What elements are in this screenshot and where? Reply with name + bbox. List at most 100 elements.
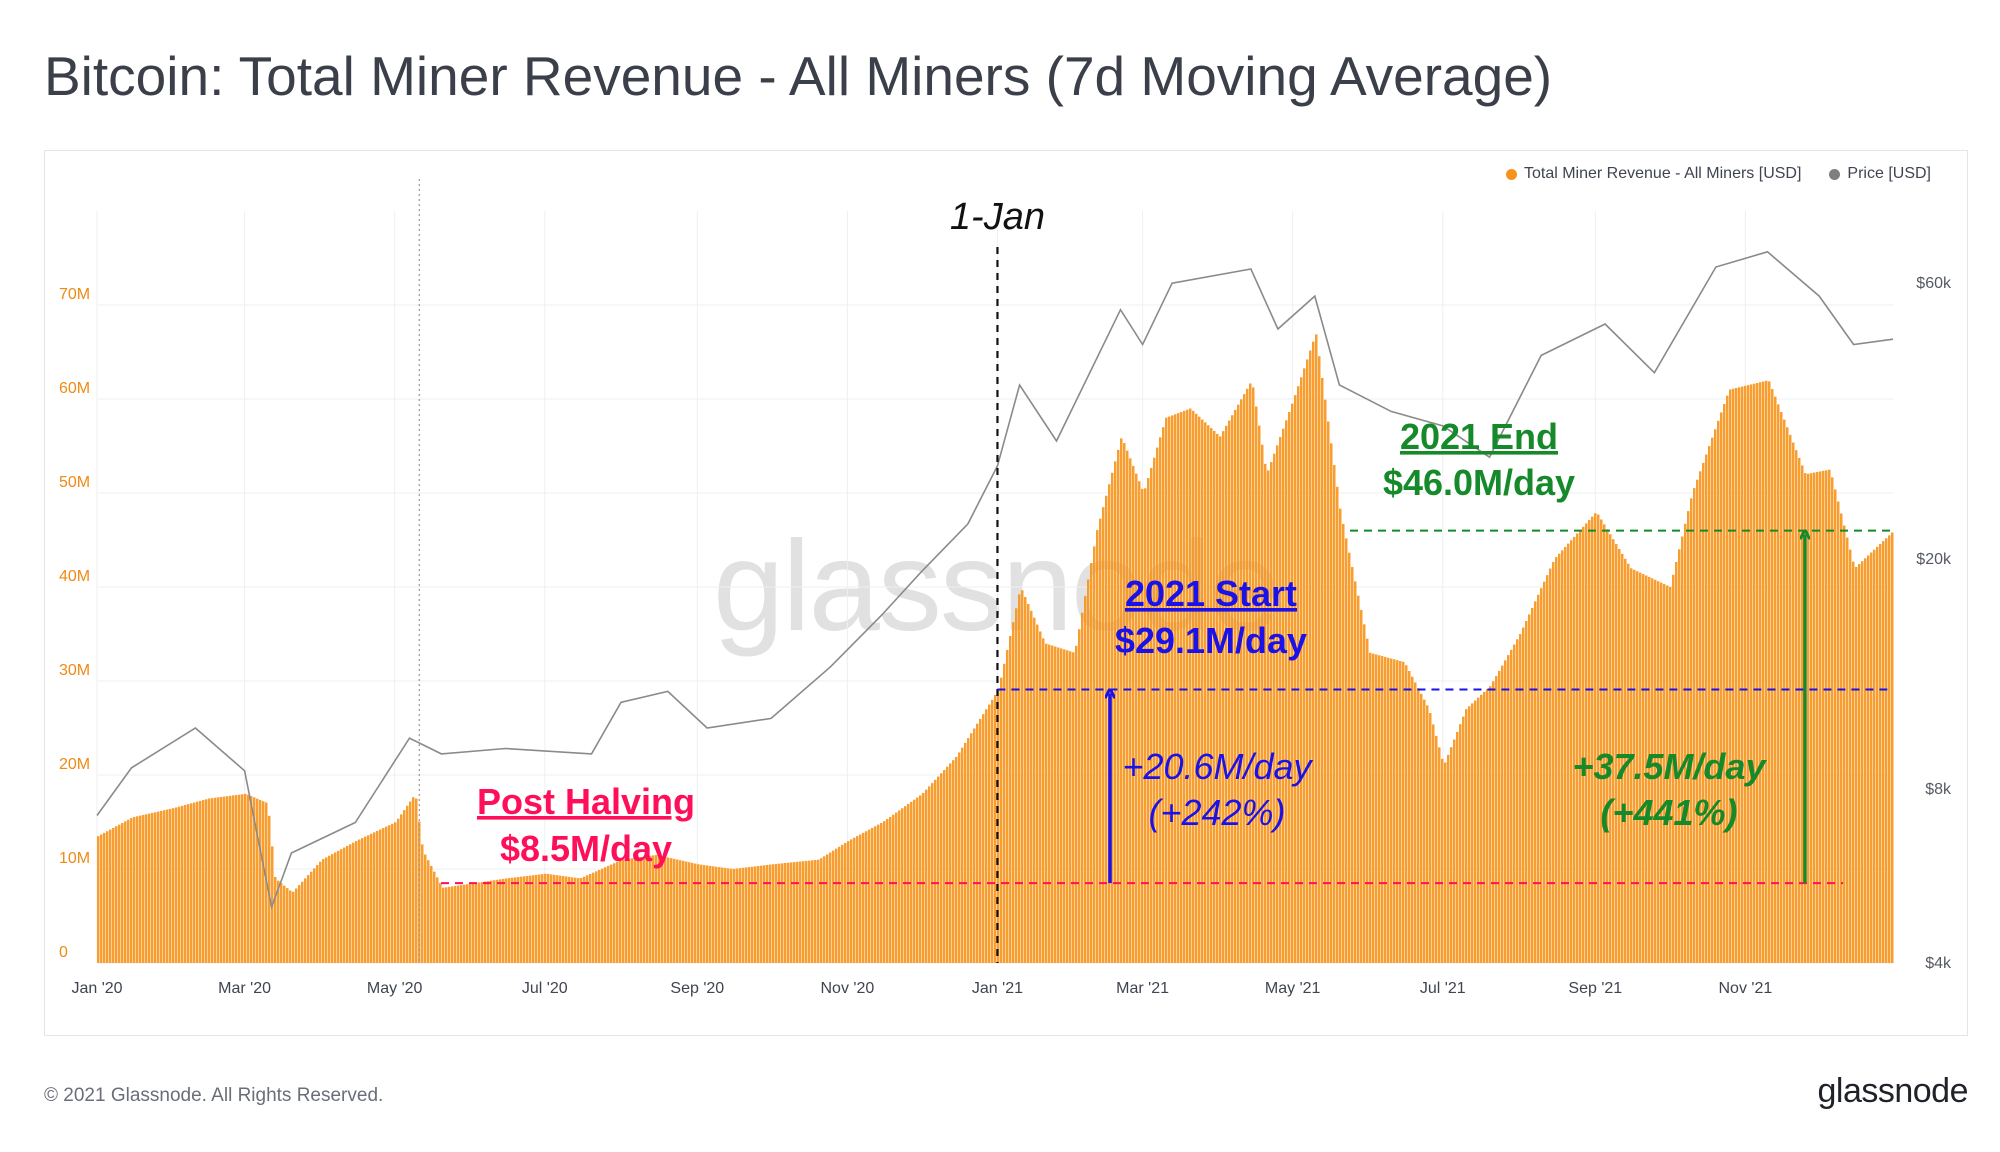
delta-end-line1: +37.5M/day bbox=[1572, 746, 1767, 787]
revenue-bar bbox=[1729, 389, 1732, 964]
revenue-bar bbox=[1825, 470, 1828, 963]
revenue-bar bbox=[844, 842, 847, 963]
revenue-bar bbox=[1753, 383, 1756, 964]
revenue-bar bbox=[817, 859, 820, 963]
revenue-bar bbox=[970, 733, 973, 963]
revenue-bar bbox=[883, 821, 886, 963]
revenue-bar bbox=[1219, 436, 1222, 963]
revenue-bar bbox=[229, 795, 232, 963]
revenue-bar bbox=[1384, 656, 1387, 963]
delta-start-line2: (+242%) bbox=[1148, 792, 1285, 833]
revenue-bar bbox=[400, 814, 403, 963]
revenue-bar bbox=[484, 881, 487, 963]
revenue-bar bbox=[688, 862, 691, 963]
revenue-bar bbox=[472, 883, 475, 963]
revenue-bar bbox=[892, 814, 895, 963]
revenue-bar bbox=[1789, 434, 1792, 964]
revenue-bar bbox=[1681, 536, 1684, 963]
revenue-bar bbox=[1417, 688, 1420, 963]
y-right-tick-label: $20k bbox=[1916, 551, 1952, 568]
revenue-bar bbox=[1336, 486, 1339, 963]
revenue-bar bbox=[580, 878, 583, 963]
revenue-bar bbox=[754, 866, 757, 963]
revenue-bar bbox=[1216, 433, 1219, 964]
revenue-bar bbox=[763, 865, 766, 963]
revenue-bar bbox=[682, 860, 685, 963]
revenue-bar bbox=[430, 865, 433, 963]
revenue-bar bbox=[979, 718, 982, 963]
revenue-bar bbox=[1153, 457, 1156, 963]
revenue-bar bbox=[1540, 588, 1543, 963]
chart-container: glassnode Jan '20 Mar '20 May '20 Jul '20 Se… bbox=[44, 150, 1968, 1036]
revenue-bar bbox=[1063, 649, 1066, 963]
revenue-bar bbox=[796, 861, 799, 963]
legend-item-miner-revenue[interactable]: Total Miner Revenue - All Miners [USD] bbox=[1505, 165, 1801, 183]
revenue-bar bbox=[526, 875, 529, 963]
revenue-bar bbox=[736, 868, 739, 963]
revenue-bar bbox=[1123, 443, 1126, 963]
revenue-bar bbox=[127, 819, 130, 963]
revenue-bar bbox=[730, 868, 733, 963]
revenue-bar bbox=[1414, 682, 1417, 963]
revenue-bar bbox=[499, 879, 502, 963]
revenue-bar bbox=[1162, 427, 1165, 963]
revenue-bar bbox=[427, 860, 430, 963]
revenue-bar bbox=[1111, 472, 1114, 963]
revenue-bar bbox=[805, 860, 808, 963]
revenue-bar bbox=[835, 848, 838, 963]
glassnode-logo[interactable]: glassnode bbox=[1817, 1072, 1968, 1110]
revenue-bar bbox=[877, 824, 880, 963]
revenue-bar bbox=[1747, 385, 1750, 963]
revenue-bar bbox=[1810, 473, 1813, 963]
y-left-tick-label: 70M bbox=[59, 286, 90, 303]
revenue-bar bbox=[961, 747, 964, 963]
revenue-bar bbox=[1231, 415, 1234, 963]
revenue-bar bbox=[889, 816, 892, 963]
revenue-bar bbox=[1339, 508, 1342, 963]
revenue-bar bbox=[250, 796, 253, 963]
x-tick-label: Nov '20 bbox=[821, 980, 875, 997]
revenue-bar bbox=[463, 884, 466, 963]
revenue-bar bbox=[571, 877, 574, 963]
revenue-bar bbox=[793, 862, 796, 963]
revenue-bar bbox=[1888, 535, 1891, 963]
revenue-bar bbox=[850, 839, 853, 963]
revenue-bar bbox=[841, 844, 844, 963]
revenue-bar bbox=[289, 890, 292, 963]
revenue-bar bbox=[220, 796, 223, 963]
revenue-bar bbox=[325, 857, 328, 963]
legend-item-price[interactable]: Price [USD] bbox=[1829, 165, 1931, 183]
revenue-bar bbox=[1783, 419, 1786, 964]
revenue-bar bbox=[853, 837, 856, 963]
revenue-bar bbox=[511, 877, 514, 963]
revenue-bar bbox=[310, 871, 313, 963]
revenue-bar bbox=[181, 805, 184, 963]
revenue-bar bbox=[1306, 359, 1309, 963]
revenue-bar bbox=[439, 883, 442, 963]
revenue-bar bbox=[1396, 660, 1399, 963]
revenue-bar bbox=[277, 880, 280, 963]
revenue-bar bbox=[1831, 477, 1834, 963]
revenue-bar bbox=[1579, 530, 1582, 963]
revenue-bar bbox=[685, 861, 688, 963]
revenue-bar bbox=[1222, 431, 1225, 963]
revenue-bar bbox=[1690, 498, 1693, 963]
revenue-bar bbox=[874, 826, 877, 963]
revenue-bar bbox=[1093, 546, 1096, 963]
revenue-bar bbox=[1669, 586, 1672, 963]
revenue-bar bbox=[880, 822, 883, 963]
revenue-bar bbox=[1852, 561, 1855, 963]
revenue-bar bbox=[1630, 568, 1633, 963]
x-tick-label: Jan '21 bbox=[972, 980, 1023, 997]
revenue-bar bbox=[1792, 442, 1795, 963]
revenue-bar bbox=[784, 863, 787, 963]
revenue-bar bbox=[1849, 549, 1852, 963]
revenue-bar bbox=[1354, 581, 1357, 963]
revenue-bar bbox=[1000, 677, 1003, 963]
revenue-bar bbox=[1318, 356, 1321, 963]
revenue-bar bbox=[436, 877, 439, 963]
revenue-bar bbox=[775, 863, 778, 963]
revenue-bar bbox=[1471, 703, 1474, 963]
revenue-bar bbox=[148, 813, 151, 963]
revenue-bar bbox=[1834, 489, 1837, 963]
